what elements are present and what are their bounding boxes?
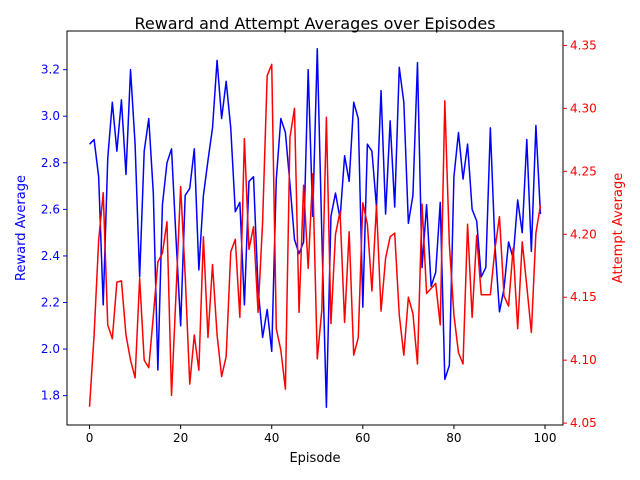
y-left-tick-label: 3.0 bbox=[41, 109, 60, 123]
y-left-tick-label: 2.4 bbox=[41, 249, 60, 263]
y-left-tick-label: 2.6 bbox=[41, 202, 60, 216]
y-left-axis-label: Reward Average bbox=[14, 175, 29, 281]
y-right-tick-label: 4.05 bbox=[570, 416, 597, 430]
y-left-tick-label: 2.8 bbox=[41, 156, 60, 170]
x-tick-label: 60 bbox=[355, 431, 370, 445]
y-right-tick-label: 4.25 bbox=[570, 164, 597, 178]
reward-average-line bbox=[89, 47, 542, 409]
x-tick-label: 20 bbox=[173, 431, 188, 445]
x-tick-label: 100 bbox=[534, 431, 557, 445]
y-left-tick-label: 3.2 bbox=[41, 63, 60, 77]
y-left-axis: 1.8 2.0 2.2 2.4 2.6 2.8 3.0 3.2 bbox=[41, 63, 67, 403]
y-left-tick-label: 2.0 bbox=[41, 342, 60, 356]
y-right-tick-label: 4.10 bbox=[570, 353, 597, 367]
plot-frame bbox=[66, 30, 564, 426]
y-right-tick-label: 4.15 bbox=[570, 290, 597, 304]
y-right-tick-label: 4.35 bbox=[570, 38, 597, 52]
x-axis-label: Episode bbox=[289, 451, 340, 466]
y-right-axis-label: Attempt Average bbox=[611, 173, 626, 283]
attempt-average-line bbox=[88, 63, 542, 407]
x-axis: 0 20 40 60 80 100 bbox=[86, 425, 557, 445]
y-right-tick-label: 4.30 bbox=[570, 101, 597, 115]
x-tick-label: 40 bbox=[264, 431, 279, 445]
y-right-tick-label: 4.20 bbox=[570, 227, 597, 241]
plot-series bbox=[88, 47, 542, 409]
x-tick-label: 80 bbox=[446, 431, 461, 445]
chart-title: Reward and Attempt Averages over Episode… bbox=[134, 14, 495, 33]
x-tick-label: 0 bbox=[86, 431, 94, 445]
y-left-tick-label: 1.8 bbox=[41, 389, 60, 403]
y-right-axis: 4.05 4.10 4.15 4.20 4.25 4.30 4.35 bbox=[563, 38, 597, 430]
y-left-tick-label: 2.2 bbox=[41, 296, 60, 310]
